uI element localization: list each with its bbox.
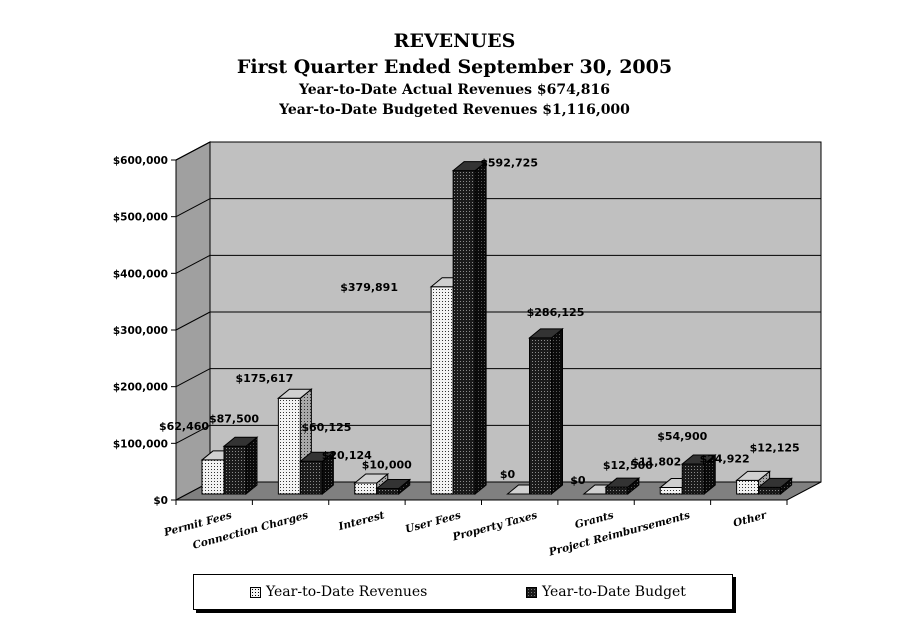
category-label: Interest <box>336 509 386 533</box>
category-label: Property Taxes <box>450 509 538 543</box>
y-tick-label: $600,000 <box>113 155 168 167</box>
bar-budget-top <box>604 477 641 488</box>
gridline-side <box>175 198 211 218</box>
y-tick-label: $400,000 <box>113 268 168 280</box>
data-label-revenues: $20,124 <box>322 449 372 462</box>
bars <box>200 160 794 496</box>
floor <box>175 481 822 501</box>
bar-budget-front <box>376 488 400 495</box>
bar-budget-front <box>681 463 705 495</box>
y-tick-label: $100,000 <box>113 438 168 450</box>
data-label-revenues: $24,922 <box>700 452 750 465</box>
bar-budget-top <box>375 479 412 490</box>
gridline-side <box>175 141 211 161</box>
bar-revenues-front <box>736 479 760 495</box>
data-label-budget: $592,725 <box>480 157 538 170</box>
data-labels: $62,460$87,500 $175,617 $60,125 $20,124$10,… <box>159 157 800 487</box>
budget-revenues-line: Year-to-Date Budgeted Revenues $1,116,00… <box>279 102 630 118</box>
legend-label-budget: Year-to-Date Budget <box>542 584 686 600</box>
bar-budget-top <box>528 328 564 339</box>
category-label: Other <box>732 509 769 530</box>
data-label-budget: $10,000 <box>362 459 412 472</box>
data-label-budget: $286,125 <box>527 306 585 319</box>
data-label-budget: $60,125 <box>301 421 351 434</box>
data-label-budget: $87,500 <box>209 412 259 425</box>
bar-budget-front <box>299 460 323 495</box>
bar-revenues-top <box>735 470 772 481</box>
legend: Year-to-Date Revenues Year-to-Date Budge… <box>193 574 733 610</box>
bar-budget-front <box>529 337 552 495</box>
legend-label-revenues: Year-to-Date Revenues <box>266 584 428 600</box>
bar-revenues-front <box>430 286 454 495</box>
legend-swatch-revenues <box>250 586 261 598</box>
legend-item-revenues: Year-to-Date Revenues <box>250 584 427 600</box>
chart-title: REVENUES <box>393 30 516 52</box>
data-label-revenues: $0 <box>500 468 516 481</box>
y-tick-label: $200,000 <box>113 382 168 394</box>
bar-budget-side <box>551 327 563 496</box>
chart-subtitle: First Quarter Ended September 30, 2005 <box>236 56 673 78</box>
bar-budget-top <box>298 451 335 462</box>
bar-budget-top <box>757 477 794 488</box>
data-label-revenues: $11,802 <box>631 456 681 469</box>
bar-revenues-front <box>659 487 683 495</box>
y-tick-label: $300,000 <box>113 325 168 337</box>
legend-swatch-budget <box>526 586 537 598</box>
bar-budget-front <box>223 445 247 495</box>
bar-budget-front <box>758 486 782 495</box>
y-axis: $0 $100,000 $200,000 $300,000 $400,000 $500,0… <box>113 155 788 507</box>
legend-item-budget: Year-to-Date Budget <box>526 584 686 600</box>
data-label-revenues: $379,891 <box>340 281 398 294</box>
bar-budget-top <box>680 454 717 465</box>
data-label-revenues: $0 <box>570 474 586 487</box>
gridlines <box>175 141 821 444</box>
bar-revenues-front <box>354 482 378 495</box>
actual-revenues-line: Year-to-Date Actual Revenues $674,816 <box>299 82 610 98</box>
data-label-revenues: $175,617 <box>235 372 293 385</box>
bar-revenues-top <box>276 388 313 399</box>
gridline-side <box>175 311 211 331</box>
bar-budget-side <box>245 436 258 496</box>
bar-budget-top <box>222 436 259 447</box>
bar-revenues-front <box>277 397 301 495</box>
chart-title-block: REVENUES First Quarter Ended September 3… <box>0 28 909 120</box>
data-label-budget: $12,125 <box>750 441 800 454</box>
bar-budget-front <box>452 170 476 495</box>
data-label-budget: $54,900 <box>657 430 707 443</box>
data-label-budget: $12,500 <box>603 459 653 472</box>
gridline-side <box>175 368 211 388</box>
data-label-revenues: $62,460 <box>159 420 209 433</box>
gridline-side <box>175 424 211 444</box>
chart-walls <box>175 141 822 501</box>
bar-revenues-top <box>353 473 390 484</box>
bar-budget-side <box>474 160 487 496</box>
bar-budget-front <box>605 486 629 495</box>
bar-budget-top <box>451 161 488 172</box>
y-tick-label: $500,000 <box>113 212 168 224</box>
gridline-side <box>175 254 211 274</box>
y-tick-label: $0 <box>153 495 168 507</box>
bar-revenues-front <box>201 459 225 495</box>
category-label: Grants <box>574 509 616 531</box>
category-label: Project Reimbursements <box>547 509 692 559</box>
